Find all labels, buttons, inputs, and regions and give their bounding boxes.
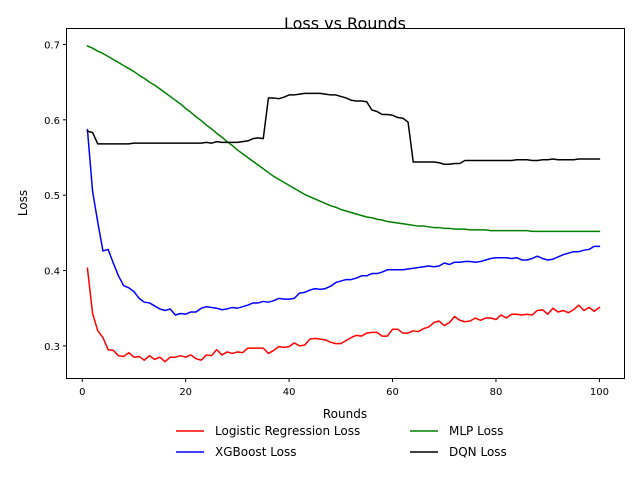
legend-item-2: MLP Loss xyxy=(410,424,503,438)
x-tick-label: 60 xyxy=(386,387,399,398)
series-layer xyxy=(86,44,601,363)
x-tick-label: 20 xyxy=(179,387,192,398)
y-tick-label: 0.6 xyxy=(44,116,60,127)
legend-item-1: XGBoost Loss xyxy=(176,445,297,459)
chart-title: Loss vs Rounds xyxy=(284,14,406,33)
legend: Logistic Regression Loss XGBoost Loss MLP … xyxy=(176,424,507,459)
plot-frame xyxy=(66,28,625,379)
x-tick-label: 80 xyxy=(490,387,503,398)
plot-area xyxy=(66,28,625,379)
x-tick-label: 40 xyxy=(283,387,296,398)
y-axis: 0.3 0.4 0.5 0.6 0.7 xyxy=(44,40,67,353)
x-axis: 0 20 40 60 80 100 xyxy=(79,378,609,398)
legend-item-3: DQN Loss xyxy=(410,445,507,459)
y-tick-label: 0.5 xyxy=(44,191,60,202)
series-line-2 xyxy=(86,44,601,233)
series-line-1 xyxy=(86,128,601,316)
legend-label: XGBoost Loss xyxy=(215,445,297,459)
legend-label: MLP Loss xyxy=(449,424,503,438)
legend-label: Logistic Regression Loss xyxy=(215,424,360,438)
y-tick-label: 0.3 xyxy=(44,342,60,353)
x-tick-label: 100 xyxy=(590,387,609,398)
y-tick-label: 0.4 xyxy=(44,267,60,278)
series-line-3 xyxy=(86,92,601,166)
x-tick-label: 0 xyxy=(79,387,85,398)
x-axis-label: Rounds xyxy=(323,407,367,421)
legend-label: DQN Loss xyxy=(449,445,507,459)
y-axis-label: Loss xyxy=(16,190,30,216)
y-tick-label: 0.7 xyxy=(44,40,60,51)
legend-item-0: Logistic Regression Loss xyxy=(176,424,360,438)
series-line-0 xyxy=(86,267,601,363)
